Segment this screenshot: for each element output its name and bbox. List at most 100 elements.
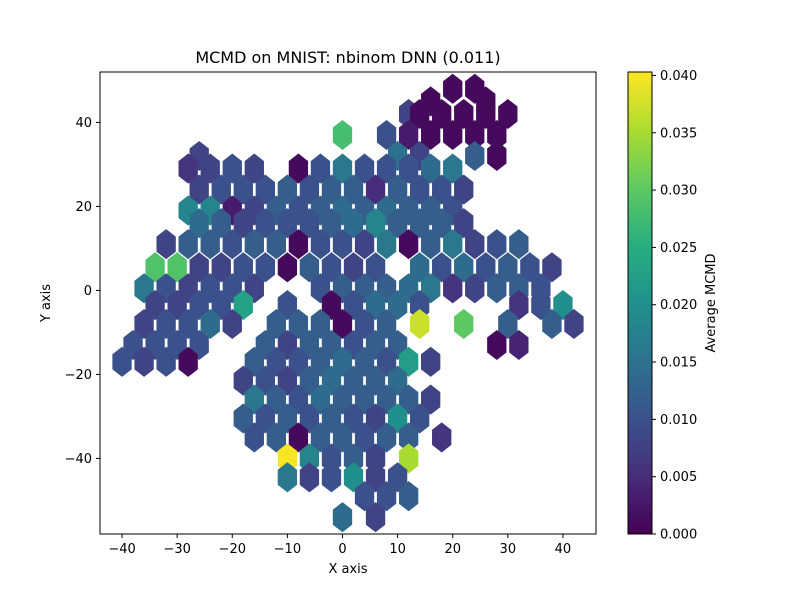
hexbin-cell [299,252,320,283]
hexbin-cell [200,153,220,184]
hexbin-cell [343,252,364,283]
hexbin-cell [244,346,264,377]
hexbin-cell [465,229,485,260]
hexbin-cell [509,290,529,321]
hexbin-cell [421,229,441,260]
hexbin-cell [409,174,430,205]
hexbin-cell [332,308,353,340]
hexbin-cell [376,153,397,184]
hexbin-cell [343,208,364,239]
hexbin-cell [387,462,408,493]
y-tick-label: 0 [84,284,92,299]
hexbin-cell [465,119,485,151]
hexbin-cell [244,153,264,184]
hexbin-cell [443,119,463,151]
colorbar-tick-label: 0.015 [660,356,697,371]
hexbin-cell [233,208,253,239]
hexbin-cell [299,174,320,205]
colorbar-tick-label: 0.020 [660,298,697,313]
hexbin-cell [421,384,441,415]
hexbin-cell [476,252,496,283]
hexbin-cell [409,208,430,239]
hexbin-cell [222,229,242,260]
hexbin-cell [156,346,176,377]
x-tick-label: 40 [555,542,572,557]
hexbin-cell [564,308,584,340]
hexbin-cell [299,403,320,434]
hexbin-cell [277,462,298,493]
hexbin-cell [299,462,320,493]
hexbin-cell [244,384,264,415]
y-axis-ticks: −40 −20 0 20 40 [65,116,100,467]
hexbin-cell [487,329,507,361]
hexbin-cell [509,229,529,260]
hexbin-cell [321,365,342,396]
chart-title: MCMD on MNIST: nbinom DNN (0.011) [195,48,500,67]
hexbin-cell [343,462,364,493]
hexbin-cell [365,443,386,474]
hexbin-cell [288,346,309,377]
x-tick-label: 20 [444,542,461,557]
hexbin-cell [288,153,309,184]
hexbin-cell [277,252,298,283]
hexbin-cell [398,153,419,184]
hexbin-cell [365,462,386,493]
hexbin-cell [409,308,430,340]
x-tick-label: −40 [108,542,135,557]
x-tick-label: −30 [163,542,190,557]
hexbin-cell [332,153,353,184]
hexbin-cell [443,273,463,304]
colorbar-tick-label: 0.030 [660,184,697,199]
hexbin-cell [487,229,507,260]
hexbin-cell [465,140,485,172]
hexbin-cell [376,308,397,340]
hexbin-cell [365,365,386,396]
hexbin-cell [432,98,452,130]
hexbin-cell [354,153,375,184]
hexbin-cell [443,229,463,260]
hexbin-cell [112,346,132,377]
hexbin-cell [277,290,298,321]
hexbin-cell [310,422,331,453]
hexbin-cell [277,174,298,205]
hexbin-cell [178,229,198,260]
hexbin-cell [443,153,463,184]
hexbin-cell [299,365,320,396]
hexbin-cell [454,252,474,283]
y-tick-label: −40 [65,452,92,467]
hexbin-cell [398,481,419,512]
hexbin-cell [332,502,353,533]
hexbin-cell [365,403,386,434]
y-tick-label: 20 [75,200,92,215]
colorbar-tick-label: 0.025 [660,241,697,256]
hexbin-cell [398,229,419,260]
hexbin-cell [421,346,441,377]
hexbin-cell [277,403,298,434]
y-tick-label: −20 [65,368,92,383]
hexbin-cell [354,229,375,260]
colorbar-tick-label: 0.010 [660,413,697,428]
hexbin-cell [531,290,551,321]
colorbar-label: Average MCMD [704,253,719,352]
x-tick-label: 30 [500,542,517,557]
hexbin-cell [211,290,231,321]
hexbin-cell [421,153,441,184]
hexbin-cell [310,384,331,415]
hexbin-cell [145,290,165,321]
hexbin-cell [476,98,496,130]
hexbin-cell [432,208,452,239]
x-axis-ticks: −40 −30 −20 −10 0 10 20 30 40 [108,534,571,557]
hexbin-cell [454,174,474,205]
hexbin-cell [134,308,154,340]
hexbin-cell [542,308,562,340]
colorbar-tick-label: 0.040 [660,69,697,84]
hexbin-cell [465,273,485,304]
hexbin-cell [178,346,198,377]
hexbin-cell [387,403,408,434]
hexbin-cell [387,290,408,321]
hexbin-cell [178,153,198,184]
hexbin-cell [343,443,364,474]
hexbin-cell [498,252,518,283]
hexbin-cell [288,384,309,415]
hexbin-cell [354,346,375,377]
